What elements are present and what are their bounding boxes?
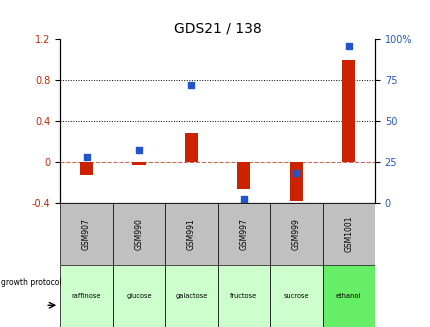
Point: [83, 154, 90, 160]
Bar: [289, 162, 302, 201]
Text: GSM990: GSM990: [134, 218, 143, 250]
Bar: [270, 265, 322, 327]
Text: raffinose: raffinose: [72, 293, 101, 299]
Text: glucose: glucose: [126, 293, 151, 299]
Text: growth protocol: growth protocol: [1, 278, 61, 287]
Bar: [217, 203, 270, 265]
Point: [344, 43, 351, 48]
Text: GSM997: GSM997: [239, 218, 248, 250]
Bar: [237, 162, 250, 189]
Text: fructose: fructose: [230, 293, 257, 299]
Bar: [165, 203, 217, 265]
Point: [135, 148, 142, 153]
Bar: [341, 60, 354, 162]
Bar: [132, 162, 145, 165]
Bar: [165, 265, 217, 327]
Bar: [113, 203, 165, 265]
Title: GDS21 / 138: GDS21 / 138: [173, 21, 261, 35]
Point: [240, 197, 247, 202]
Text: GSM999: GSM999: [291, 218, 300, 250]
Bar: [184, 133, 197, 162]
Bar: [80, 162, 93, 175]
Text: GSM1001: GSM1001: [344, 215, 353, 252]
Bar: [60, 203, 113, 265]
Text: GSM991: GSM991: [187, 218, 196, 250]
Bar: [60, 265, 113, 327]
Text: ethanol: ethanol: [335, 293, 361, 299]
Text: galactose: galactose: [175, 293, 207, 299]
Text: GSM907: GSM907: [82, 218, 91, 250]
Bar: [322, 203, 374, 265]
Bar: [217, 265, 270, 327]
Bar: [270, 203, 322, 265]
Text: sucrose: sucrose: [283, 293, 308, 299]
Point: [292, 171, 299, 176]
Point: [187, 82, 194, 88]
Bar: [322, 265, 374, 327]
Bar: [113, 265, 165, 327]
